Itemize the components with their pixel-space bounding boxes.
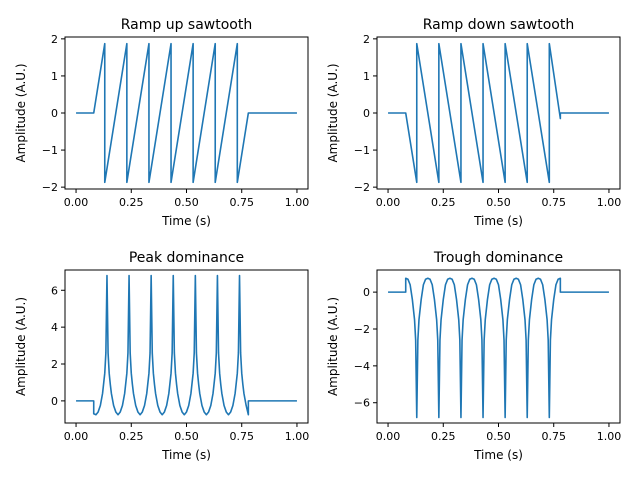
x-tick-label: 0.75 xyxy=(541,430,566,443)
y-axis-label: Amplitude (A.U.) xyxy=(326,63,340,162)
x-tick-label: 0.00 xyxy=(64,196,89,209)
y-tick-label: 2 xyxy=(363,33,370,46)
series-line-1 xyxy=(76,42,297,184)
y-tick-label: 0 xyxy=(363,286,370,299)
series-line-1 xyxy=(388,42,609,184)
y-tick-label: −2 xyxy=(354,181,370,194)
y-tick-label: 4 xyxy=(51,321,58,334)
series-line-1 xyxy=(76,274,297,416)
y-tick-label: 6 xyxy=(51,284,58,297)
y-tick-label: 0 xyxy=(363,107,370,120)
x-axis-label: Time (s) xyxy=(161,448,211,462)
y-tick-label: 1 xyxy=(51,70,58,83)
y-tick-label: 1 xyxy=(363,70,370,83)
y-tick-label: −1 xyxy=(42,144,58,157)
x-tick-label: 0.00 xyxy=(64,430,89,443)
x-tick-label: 0.50 xyxy=(486,196,511,209)
y-tick-label: 2 xyxy=(51,358,58,371)
subplot-title: Trough dominance xyxy=(433,250,563,266)
x-axis-label: Time (s) xyxy=(473,214,523,228)
x-tick-label: 0.25 xyxy=(119,196,144,209)
y-axis-label: Amplitude (A.U.) xyxy=(14,297,28,396)
x-tick-label: 0.75 xyxy=(229,196,254,209)
y-tick-label: −1 xyxy=(354,144,370,157)
x-tick-label: 0.00 xyxy=(376,196,401,209)
subplot-title: Peak dominance xyxy=(129,250,244,266)
x-tick-label: 0.25 xyxy=(431,196,456,209)
x-tick-label: 1.00 xyxy=(597,196,622,209)
x-tick-label: 0.25 xyxy=(119,430,144,443)
x-axis-label: Time (s) xyxy=(473,448,523,462)
x-tick-label: 1.00 xyxy=(597,430,622,443)
x-tick-label: 0.50 xyxy=(174,430,199,443)
y-axis-label: Amplitude (A.U.) xyxy=(14,63,28,162)
subplot-1: 0.00 0.25 0.50 0.75 1.00 −2 −1 0 1 2 Ramp up sawto… xyxy=(14,17,309,228)
x-tick-label: 0.75 xyxy=(229,430,254,443)
x-axis-label: Time (s) xyxy=(161,214,211,228)
y-tick-label: 0 xyxy=(51,107,58,120)
subplot-2: 0.00 0.25 0.50 0.75 1.00 −2 −1 0 1 2 Ramp down saw… xyxy=(326,17,621,228)
y-axis-label: Amplitude (A.U.) xyxy=(326,297,340,396)
y-tick-label: 2 xyxy=(51,33,58,46)
series-line-1 xyxy=(388,277,609,419)
y-tick-label: −2 xyxy=(354,323,370,336)
subplot-title: Ramp up sawtooth xyxy=(121,17,253,33)
x-tick-label: 0.50 xyxy=(486,430,511,443)
y-tick-label: −4 xyxy=(354,360,370,373)
x-tick-label: 0.25 xyxy=(431,430,456,443)
x-tick-label: 0.00 xyxy=(376,430,401,443)
y-tick-label: −6 xyxy=(354,397,370,410)
y-tick-label: −2 xyxy=(42,181,58,194)
subplot-title: Ramp down sawtooth xyxy=(423,17,575,33)
y-tick-label: 0 xyxy=(51,395,58,408)
x-tick-label: 1.00 xyxy=(285,430,310,443)
subplot-4: 0.00 0.25 0.50 0.75 1.00 −6 −4 −2 0 Trough domina… xyxy=(326,250,621,462)
x-tick-label: 1.00 xyxy=(285,196,310,209)
subplot-3: 0.00 0.25 0.50 0.75 1.00 0 2 4 6 Peak dominance Ti… xyxy=(14,250,309,462)
x-tick-label: 0.75 xyxy=(541,196,566,209)
x-tick-label: 0.50 xyxy=(174,196,199,209)
